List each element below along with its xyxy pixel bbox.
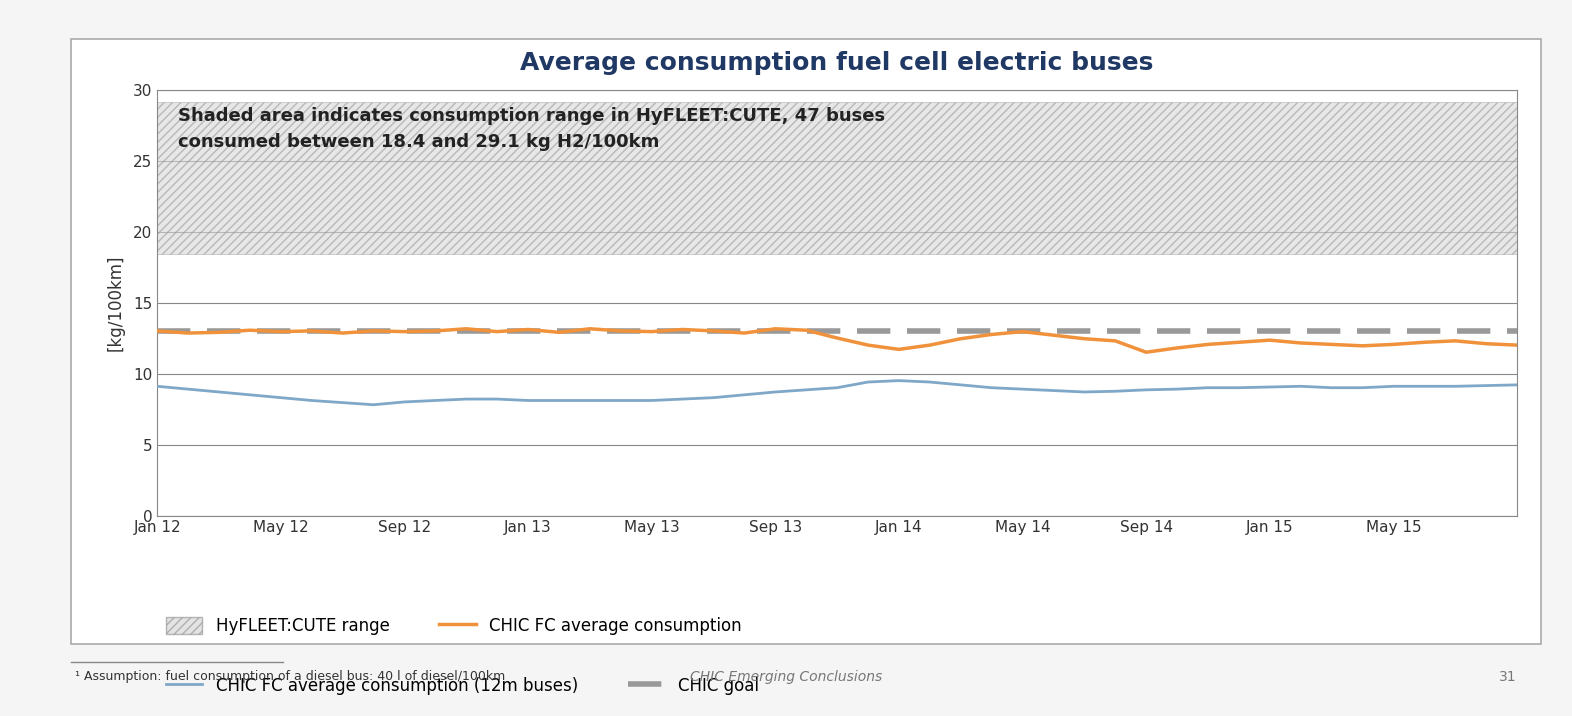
Legend: CHIC FC average consumption (12m buses), CHIC goal: CHIC FC average consumption (12m buses),… <box>165 677 759 695</box>
Title: Average consumption fuel cell electric buses: Average consumption fuel cell electric b… <box>520 51 1154 75</box>
Text: CHIC Emerging Conclusions: CHIC Emerging Conclusions <box>690 669 882 684</box>
Text: ¹ Assumption: fuel consumption of a diesel bus: 40 l of diesel/100km: ¹ Assumption: fuel consumption of a dies… <box>75 670 506 683</box>
Y-axis label: [kg/100km]: [kg/100km] <box>107 254 124 351</box>
Text: 31: 31 <box>1500 669 1517 684</box>
Text: Shaded area indicates consumption range in HyFLEET:CUTE, 47 buses
consumed betwe: Shaded area indicates consumption range … <box>178 107 885 151</box>
